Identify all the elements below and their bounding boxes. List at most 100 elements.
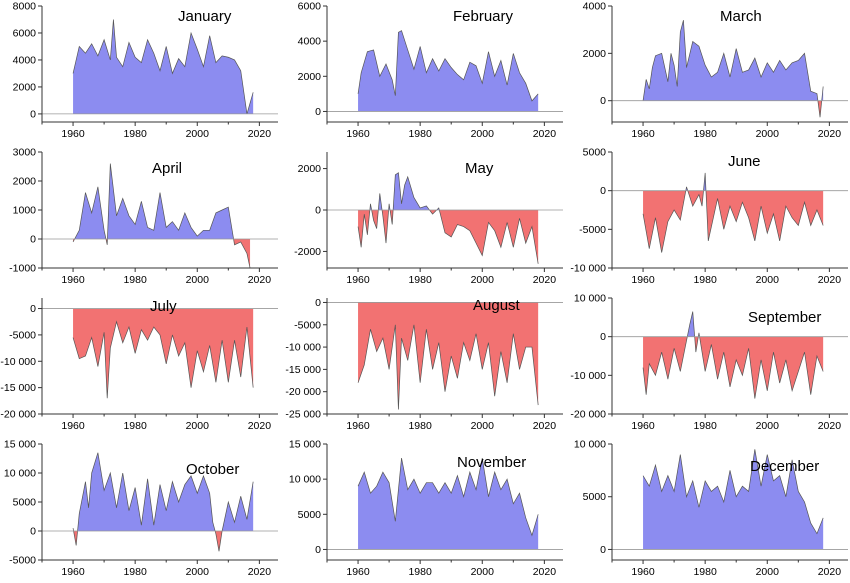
area-chart-svg: 0 2000 4000 1960 1980 2000 2020: [583, 1, 848, 140]
y-tick-label: 0: [30, 108, 36, 120]
x-tick-label: 1960: [346, 420, 370, 432]
series-line: [72, 19, 254, 115]
x-tick-label: 2020: [818, 128, 842, 140]
series-line: [72, 452, 254, 552]
y-tick-label: 5000: [583, 147, 607, 159]
chart-panel-march: 0 2000 4000 1960 1980 2000 2020 March: [570, 0, 850, 145]
chart-title: April: [152, 160, 183, 177]
chart-panel-january: 0 2000 4000 6000 8000 1960 1980 2000 2020 January: [0, 0, 283, 145]
y-tick-label: -5000: [9, 555, 36, 567]
x-tick-label: 1960: [61, 128, 85, 140]
chart-title: December: [750, 458, 820, 475]
y-tick-label: 4000: [583, 1, 607, 13]
y-tick-label: -10 000: [0, 356, 36, 368]
negative-area: [73, 308, 254, 399]
positive-area: [643, 20, 824, 101]
y-tick-label: -5000: [294, 319, 321, 331]
x-tick-label: 1980: [123, 274, 147, 286]
y-tick-label: 10 000: [289, 474, 321, 486]
chart-title: October: [186, 461, 240, 478]
negative-area: [643, 336, 824, 399]
positive-area: [643, 449, 824, 550]
y-tick-label: 1000: [13, 205, 37, 217]
y-tick-label: -5000: [579, 224, 606, 236]
y-tick-label: 15 000: [289, 439, 321, 451]
x-tick-label: 1960: [631, 566, 655, 578]
x-tick-label: 2020: [248, 566, 272, 578]
chart-title: November: [457, 454, 527, 471]
chart-panel-may: -2000 0 2000 1960 1980 2000 2020 May: [285, 146, 568, 291]
y-tick-label: 2000: [298, 163, 322, 175]
x-tick-label: 2000: [186, 420, 210, 432]
y-tick-label: 0: [600, 544, 606, 556]
x-tick-label: 1980: [408, 128, 432, 140]
y-tick-label: 15 000: [4, 439, 36, 451]
chart-panel-august: -25 000 -20 000 -15 000 -10 000 -5000 0 1960 19…: [285, 292, 568, 437]
y-tick-label: -20 000: [0, 409, 36, 421]
y-tick-label: 0: [30, 526, 36, 538]
series-line: [642, 172, 824, 253]
chart-panel-december: 0 5000 10 000 1960 1980 2000 2020 December: [570, 438, 850, 583]
chart-panel-september: -20 000 -10 000 0 10 000 1960 1980 2000 2020 Sep…: [570, 292, 850, 437]
x-tick-label: 1980: [693, 420, 717, 432]
area-chart-svg: -25 000 -20 000 -15 000 -10 000 -5000 0 1960 19…: [285, 297, 563, 432]
positive-area: [73, 452, 254, 531]
chart-panel-june: -10 000 -5000 0 5000 1960 1980 2000 2020 June: [570, 146, 850, 291]
y-tick-label: -10 000: [570, 370, 606, 382]
y-tick-label: 0: [30, 234, 36, 246]
x-tick-label: 1980: [693, 566, 717, 578]
y-tick-label: -15 000: [0, 382, 36, 394]
y-tick-label: 3000: [13, 147, 37, 159]
y-tick-label: 8000: [13, 1, 37, 13]
positive-area: [358, 30, 539, 112]
chart-title: May: [465, 160, 494, 177]
negative-area: [358, 302, 539, 410]
x-tick-label: 2020: [248, 128, 272, 140]
y-tick-label: 0: [30, 303, 36, 315]
chart-title: August: [473, 297, 520, 314]
x-tick-label: 2020: [818, 420, 842, 432]
x-tick-label: 1960: [631, 420, 655, 432]
y-tick-label: -15 000: [285, 364, 321, 376]
area-chart-svg: -20 000 -15 000 -10 000 -5000 0 1960 1980 2000 2…: [0, 298, 278, 432]
x-tick-label: 1960: [631, 128, 655, 140]
x-tick-label: 1960: [631, 274, 655, 286]
y-tick-label: 5000: [298, 509, 322, 521]
x-tick-label: 1960: [346, 128, 370, 140]
x-tick-label: 1960: [61, 274, 85, 286]
series-line: [642, 311, 824, 399]
positive-area: [358, 172, 539, 210]
y-tick-label: 6000: [298, 1, 322, 13]
y-tick-label: 10 000: [4, 468, 36, 480]
area-chart-svg: -2000 0 2000 1960 1980 2000 2020: [294, 152, 563, 286]
x-tick-label: 1980: [408, 420, 432, 432]
y-tick-label: -5000: [9, 329, 36, 341]
y-tick-label: 10 000: [574, 439, 606, 451]
x-tick-label: 1980: [693, 274, 717, 286]
x-tick-label: 2000: [186, 274, 210, 286]
y-tick-label: 0: [315, 106, 321, 118]
x-tick-label: 2020: [248, 274, 272, 286]
x-tick-label: 2020: [533, 128, 557, 140]
chart-title: March: [720, 8, 762, 25]
x-tick-label: 2000: [186, 128, 210, 140]
area-chart-svg: 0 2000 4000 6000 8000 1960 1980 2000 2020: [13, 1, 278, 140]
y-tick-label: 10 000: [574, 293, 606, 305]
x-tick-label: 1980: [123, 128, 147, 140]
chart-panel-april: -1000 0 1000 2000 3000 1960 1980 2000 2020 April: [0, 146, 283, 291]
y-tick-label: 0: [315, 205, 321, 217]
x-tick-label: 2000: [471, 128, 495, 140]
area-chart-svg: -20 000 -10 000 0 10 000 1960 1980 2000 2020: [570, 293, 848, 432]
x-tick-label: 2000: [756, 274, 780, 286]
y-tick-label: -25 000: [285, 409, 321, 421]
positive-area: [73, 19, 254, 114]
x-tick-label: 2000: [471, 566, 495, 578]
y-tick-label: 0: [600, 331, 606, 343]
x-tick-label: 2020: [818, 566, 842, 578]
y-tick-label: -20 000: [285, 386, 321, 398]
positive-area: [358, 458, 539, 550]
chart-title: July: [150, 298, 177, 315]
x-tick-label: 2020: [533, 420, 557, 432]
negative-area: [358, 210, 539, 264]
x-tick-label: 1980: [408, 274, 432, 286]
